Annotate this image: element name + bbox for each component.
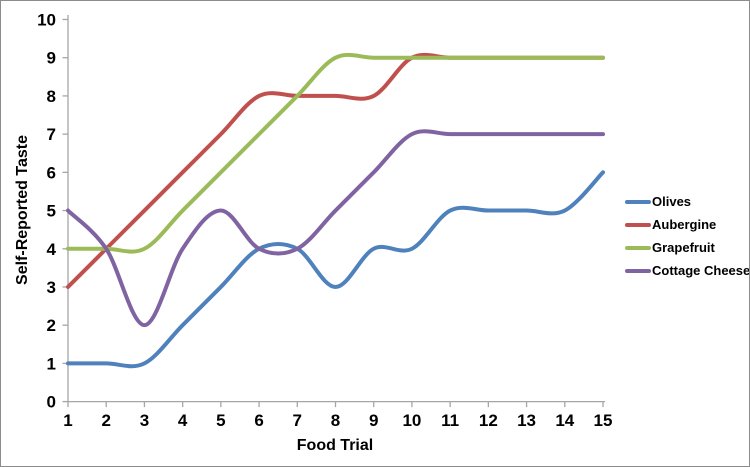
y-axis-title: Self-Reported Taste (14, 135, 31, 285)
y-tick-label: 3 (47, 278, 56, 297)
legend: Olives Aubergine Grapefruit Cottage Chee… (625, 190, 750, 282)
series-line-cottage-cheese (66, 129, 605, 328)
y-tick-label: 8 (47, 87, 56, 106)
y-tick-label: 4 (47, 240, 57, 259)
x-tick-label: 1 (63, 411, 72, 430)
series-line-olives (66, 170, 605, 369)
series-line-grapefruit (66, 52, 605, 254)
x-tick-label: 11 (441, 411, 459, 430)
series-line-aubergine (66, 52, 605, 289)
series-lines (66, 52, 605, 369)
x-tick-label: 8 (331, 411, 340, 430)
x-tick-label: 2 (101, 411, 110, 430)
y-tick-label: 6 (47, 163, 56, 182)
axes (62, 15, 605, 408)
x-tick-label: 5 (216, 411, 225, 430)
legend-label: Grapefruit (652, 240, 715, 255)
x-tick-label: 14 (555, 411, 574, 430)
legend-swatch-olives (625, 199, 651, 204)
x-tick-label: 12 (479, 411, 498, 430)
x-tick-label: 3 (140, 411, 149, 430)
legend-item-grapefruit: Grapefruit (625, 236, 749, 259)
y-tick-label: 7 (47, 125, 56, 144)
y-tick-label: 5 (47, 202, 56, 221)
legend-label: Olives (652, 194, 692, 209)
y-tick-label: 0 (47, 393, 56, 412)
legend-label: Aubergine (652, 217, 717, 232)
y-tick-label: 2 (47, 316, 56, 335)
x-tick-label: 13 (517, 411, 536, 430)
legend-swatch-cottage-cheese (625, 268, 651, 273)
x-tick-label: 7 (293, 411, 302, 430)
x-tick-label: 10 (402, 411, 421, 430)
x-tick-label: 4 (178, 411, 188, 430)
y-tick-label: 1 (47, 354, 56, 373)
x-tick-label: 6 (254, 411, 263, 430)
x-tick-label: 15 (594, 411, 613, 430)
legend-item-cottage-cheese: Cottage Cheese (625, 259, 750, 282)
y-tick-label: 10 (37, 11, 56, 30)
legend-label: Cottage Cheese (652, 263, 750, 278)
x-axis-title: Food Trial (297, 437, 373, 454)
legend-item-aubergine: Aubergine (625, 213, 749, 236)
y-tick-label: 9 (47, 49, 56, 68)
legend-swatch-grapefruit (625, 245, 651, 250)
x-tick-label: 9 (369, 411, 378, 430)
legend-swatch-aubergine (625, 222, 651, 227)
legend-item-olives: Olives (625, 190, 749, 213)
